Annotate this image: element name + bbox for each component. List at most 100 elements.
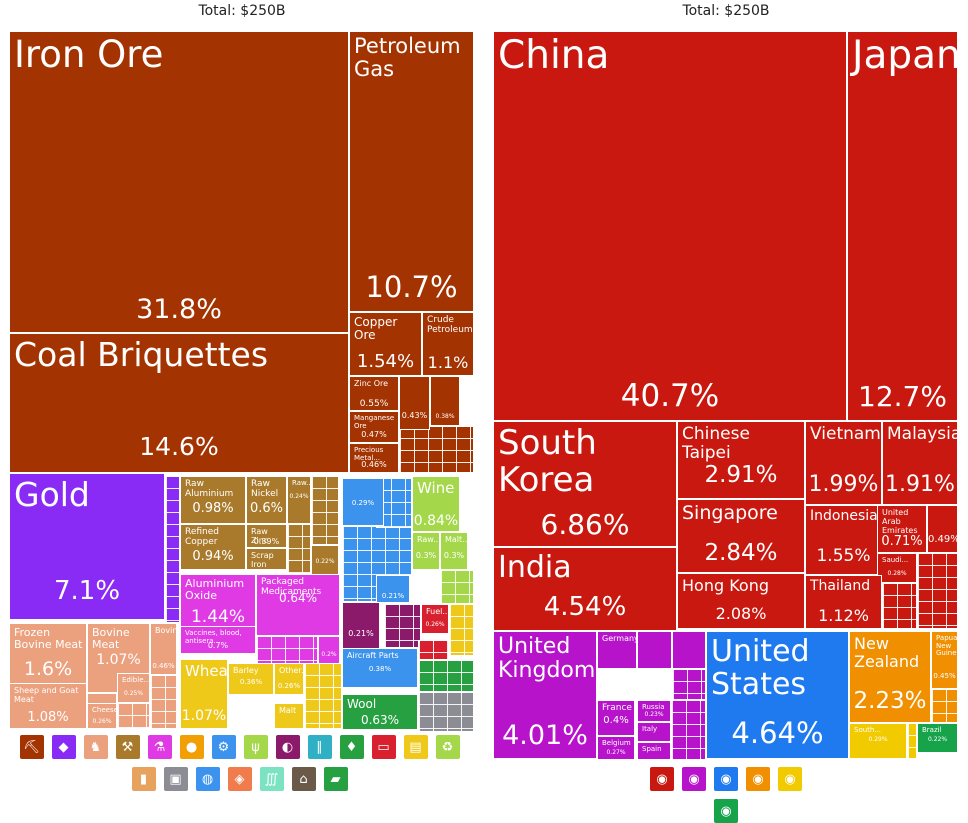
jar-icon[interactable]: ▮ <box>131 767 156 791</box>
destination-tile[interactable]: South... 0.29% <box>849 723 907 759</box>
destination-tile[interactable]: United Kingdom 4.01% <box>493 631 597 759</box>
product-tile[interactable]: Petroleum Gas 10.7% <box>349 31 474 312</box>
destination-tile[interactable]: Vietnam 1.99% <box>805 421 882 505</box>
gauge-icon[interactable]: ◐ <box>275 735 300 759</box>
product-tile[interactable]: Crude Petroleum 1.1% <box>422 312 474 376</box>
recycle-icon[interactable]: ♻ <box>435 735 460 759</box>
product-tile[interactable]: Raw Zinc 0.39% <box>246 524 287 548</box>
destination-tile[interactable]: Thailand 1.12% <box>805 575 882 629</box>
product-tile[interactable]: Edible... 0.25% <box>117 673 150 703</box>
destination-tile[interactable]: Japan 12.7% <box>847 31 958 421</box>
product-tile[interactable]: Vaccines, blood, antisera... 0.7% <box>180 626 256 654</box>
product-tile[interactable]: 0.43% <box>399 376 430 430</box>
product-tile[interactable]: Copper Ore 1.54% <box>349 312 422 376</box>
asia-icon[interactable]: ◉ <box>650 767 674 791</box>
destination-tile[interactable]: Singapore 2.84% <box>677 499 805 573</box>
destination-tile[interactable]: Malaysia 1.91% <box>882 421 958 505</box>
diamond-icon[interactable]: ◆ <box>51 735 76 759</box>
destination-tile[interactable]: Hong Kong 2.08% <box>677 573 805 629</box>
product-tile[interactable]: Precious Metal... 0.46% <box>349 443 399 473</box>
product-tile[interactable]: Gold 7.1% <box>9 473 165 620</box>
gear-icon[interactable]: ⚙ <box>211 735 236 759</box>
destination-tile[interactable]: 0.75% <box>637 631 672 669</box>
document-icon[interactable]: ▤ <box>403 735 428 759</box>
shoe-icon[interactable]: ▰ <box>323 767 348 791</box>
road-icon[interactable]: ∥ <box>307 735 332 759</box>
product-tile[interactable]: Malt <box>274 703 304 729</box>
destination-tile[interactable]: Belgium 0.27% <box>597 736 635 760</box>
destination-tile[interactable]: Germany0.8% <box>597 631 637 669</box>
product-tile[interactable]: Wheat 1.07% <box>180 659 228 729</box>
destination-tile[interactable]: Indonesia 1.55% <box>805 505 882 575</box>
product-tile[interactable]: 0.21% <box>342 602 380 650</box>
product-tile[interactable]: Wool 0.63% <box>342 694 418 730</box>
destination-tile[interactable]: France 0.4% <box>597 700 635 736</box>
destination-tile[interactable]: Papua New Guinea 0.45% <box>931 631 958 689</box>
destination-tile[interactable]: New Zealand 2.23% <box>849 631 931 723</box>
product-tile[interactable]: Coal Briquettes 14.6% <box>9 333 349 473</box>
north-america-icon[interactable]: ◉ <box>714 767 738 791</box>
product-tile-label: Packaged Medicaments <box>261 577 322 597</box>
product-tile[interactable]: Packaged Medicaments 0.64% <box>256 574 340 636</box>
product-tile[interactable]: Raw... 0.24% <box>287 476 311 524</box>
destination-tile[interactable]: Brazil 0.22% <box>917 723 958 753</box>
africa-icon[interactable]: ◉ <box>778 767 802 791</box>
product-tile[interactable]: Cheese 0.26% <box>87 703 117 729</box>
easel-icon[interactable]: ⌂ <box>291 767 316 791</box>
oceania-icon[interactable]: ◉ <box>746 767 770 791</box>
product-tile[interactable]: Refined Copper 0.94% <box>180 524 246 570</box>
destination-tile-label: France <box>602 703 632 713</box>
stone-icon[interactable]: ◈ <box>227 767 252 791</box>
destination-tile[interactable]: China 40.7% <box>493 31 847 421</box>
destination-tile[interactable]: 0.49% <box>927 505 958 553</box>
destination-tile[interactable]: Chinese Taipei 2.91% <box>677 421 805 499</box>
product-tile[interactable]: Other... 0.26% <box>274 663 304 695</box>
destination-tile[interactable]: United States 4.64% <box>706 631 849 759</box>
product-tile[interactable]: Barley 0.36% <box>228 663 274 695</box>
product-tile[interactable]: Raw Nickel 0.6% <box>246 476 287 524</box>
product-tile[interactable]: 0.2% <box>318 636 340 664</box>
destination-tile[interactable]: Spain <box>637 742 671 760</box>
ticket-icon[interactable]: ▭ <box>371 735 396 759</box>
product-tile[interactable]: Scrap Iron <box>246 548 287 570</box>
destination-tile-label: United Arab Emirates <box>882 508 918 535</box>
product-tile[interactable]: Raw... 0.3% <box>412 532 440 570</box>
product-tile[interactable]: 0.29% <box>342 478 384 526</box>
product-tile[interactable]: Sheep and Goat Meat 1.08% <box>9 683 87 729</box>
product-tile[interactable]: Bovine 0.46% <box>150 623 177 675</box>
shirt-icon[interactable]: ♦ <box>339 735 364 759</box>
animal-icon[interactable]: ♞ <box>83 735 108 759</box>
destination-tile[interactable]: Russia 0.23% <box>637 700 671 722</box>
south-america-icon[interactable]: ◉ <box>714 799 738 823</box>
product-tile[interactable]: Raw Aluminium 0.98% <box>180 476 246 524</box>
destination-tile[interactable]: Saudi... 0.28% <box>877 553 917 583</box>
destination-tile[interactable]: 0.7% <box>672 631 706 669</box>
box-icon[interactable]: ▣ <box>163 767 188 791</box>
product-small-tiles-3 <box>165 476 180 623</box>
glass-icon[interactable]: ∭ <box>259 767 284 791</box>
fruit-icon[interactable]: ● <box>179 735 204 759</box>
product-tile[interactable]: Fuel... 0.26% <box>421 604 449 634</box>
product-tile[interactable]: 0.38% <box>430 376 460 426</box>
leather-icon[interactable]: ◍ <box>195 767 220 791</box>
product-tile[interactable]: 0.21% <box>376 575 410 603</box>
flask-icon[interactable]: ⚗ <box>147 735 172 759</box>
product-tile[interactable]: Iron Ore 31.8% <box>9 31 349 333</box>
product-tile[interactable]: Manganese Ore 0.47% <box>349 411 399 443</box>
product-tile-label: Manganese Ore <box>354 414 395 430</box>
product-tile[interactable]: Aircraft Parts 0.38% <box>342 648 418 688</box>
wheat-icon[interactable]: ψ <box>243 735 268 759</box>
anvil-icon[interactable]: ⚒ <box>115 735 140 759</box>
destination-tile[interactable]: India 4.54% <box>493 547 677 631</box>
product-tile[interactable]: Wine 0.84% <box>412 476 460 532</box>
destination-tile[interactable]: South Korea 6.86% <box>493 421 677 547</box>
product-tile-share: 0.36% <box>239 678 263 686</box>
product-tile[interactable]: 0.22% <box>311 545 339 575</box>
destination-tile[interactable]: Italy <box>637 722 671 742</box>
destination-tile[interactable]: United Arab Emirates 0.71% <box>877 505 927 553</box>
product-tile[interactable]: Malt... 0.3% <box>440 532 468 570</box>
europe-icon[interactable]: ◉ <box>682 767 706 791</box>
destination-tile-label: Brazil <box>922 726 942 734</box>
pickaxe-icon[interactable]: ⛏ <box>19 735 44 759</box>
product-tile[interactable]: Zinc Ore 0.55% <box>349 376 399 411</box>
